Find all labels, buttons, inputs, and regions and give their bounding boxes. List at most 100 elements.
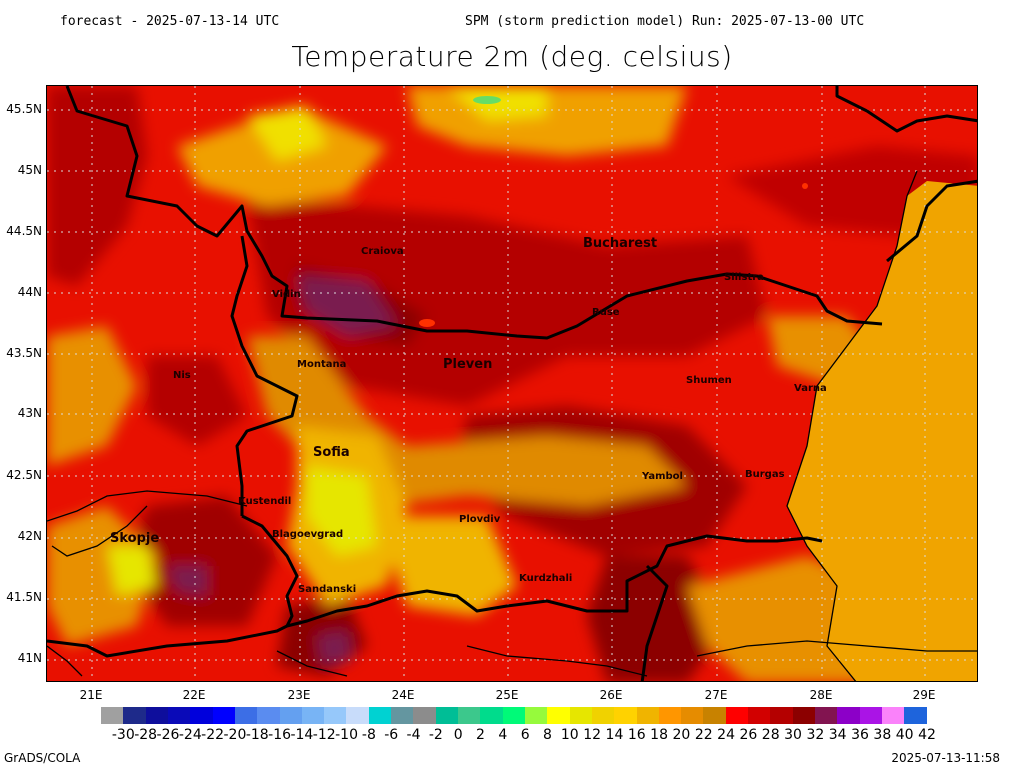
city-label: Plovdiv (459, 514, 501, 525)
city-label: Shumen (686, 375, 732, 386)
color-scale-box (435, 707, 458, 724)
color-scale-label: 34 (828, 727, 847, 743)
color-scale-box (234, 707, 258, 724)
software-credit: GrADS/COLA (4, 751, 81, 765)
color-scale-label: 4 (498, 727, 508, 743)
color-scale-box (524, 707, 548, 724)
color-scale-label: 20 (672, 727, 691, 743)
color-scale-box (725, 707, 749, 724)
color-scale-label: 18 (650, 727, 668, 743)
city-label: Kurdzhali (519, 573, 573, 584)
color-scale-box (748, 707, 771, 724)
color-scale-box (279, 707, 302, 724)
color-scale-label: -18 (245, 727, 269, 743)
color-scale-box (636, 707, 659, 724)
lon-label-26: 26E (599, 688, 623, 702)
color-scale-box (614, 707, 637, 724)
color-scale-bar (101, 707, 927, 724)
city-label: Skopje (110, 531, 160, 546)
color-scale-box (815, 707, 838, 724)
lat-label-43: 43N (17, 406, 42, 420)
coastlines (47, 170, 977, 681)
map-canvas (47, 86, 977, 681)
color-scale-label: 2 (476, 727, 485, 743)
city-label: Nis (173, 370, 191, 381)
lon-label-21: 21E (79, 688, 103, 702)
color-scale-label: 0 (453, 727, 463, 743)
lat-label-43.5: 43.5N (6, 346, 42, 360)
color-scale-label: -12 (312, 727, 336, 743)
black-sea (787, 181, 977, 681)
color-scale-label: -4 (406, 727, 421, 743)
city-label: Sofia (313, 445, 350, 460)
color-scale-box (703, 707, 726, 724)
color-scale-box (881, 707, 905, 724)
lon-label-22: 22E (182, 688, 206, 702)
color-scale-box (190, 707, 213, 724)
generated-timestamp: 2025-07-13-11:58 (891, 751, 1000, 765)
model-run-label: SPM (storm prediction model) Run: 2025-0… (465, 14, 865, 29)
lat-label-44.5: 44.5N (6, 224, 42, 238)
city-label: Sandanski (298, 584, 357, 595)
city-label: Kustendil (238, 496, 292, 507)
color-scale-label: 14 (605, 727, 624, 743)
color-scale-label: -22 (201, 727, 225, 743)
chart-title: Temperature 2m (deg. celsius) (291, 40, 733, 73)
color-scale-label: 8 (543, 727, 552, 743)
color-scale-label: 42 (918, 727, 936, 743)
color-scale-box (301, 707, 325, 724)
color-scale-box (346, 707, 369, 724)
color-scale-label: -28 (134, 727, 158, 743)
lat-label-41.5: 41.5N (6, 590, 42, 604)
city-label: Yambol (642, 471, 683, 482)
lon-label-28: 28E (809, 688, 833, 702)
color-scale-box (681, 707, 704, 724)
color-scale-box (770, 707, 793, 724)
lat-label-42: 42N (17, 529, 42, 543)
color-scale-box (837, 707, 860, 724)
color-scale-labels: -30 -28 -26 -24 -22 -20 -18 -16 -14 -12 -10 -8 -6 -4-… (101, 727, 936, 745)
temperature-map (46, 85, 978, 682)
forecast-time-label: forecast - 2025-07-13-14 UTC (60, 14, 280, 29)
lon-label-29: 29E (912, 688, 936, 702)
color-scale-box (658, 707, 682, 724)
color-scale-label: -30 (111, 727, 135, 743)
color-scale-label: 28 (761, 727, 780, 743)
city-label: Varna (794, 383, 827, 394)
color-scale-box (591, 707, 615, 724)
color-scale-label: 12 (583, 727, 602, 743)
color-scale-label: -24 (178, 727, 202, 743)
color-scale-label: 30 (784, 727, 802, 743)
color-scale-box (792, 707, 815, 724)
color-scale-label: -26 (156, 727, 180, 743)
color-scale-box (904, 707, 927, 724)
color-scale-box (391, 707, 414, 724)
cool-spot (473, 96, 501, 104)
city-label: Bucharest (583, 236, 658, 251)
color-scale-box (569, 707, 592, 724)
color-scale-label: 36 (851, 727, 869, 743)
color-scale-label: 16 (627, 727, 646, 743)
color-scale-box (480, 707, 503, 724)
color-scale-label: 32 (806, 727, 825, 743)
lat-label-41: 41N (17, 651, 42, 665)
lon-label-25: 25E (495, 688, 519, 702)
city-label: Montana (297, 359, 347, 370)
color-scale-label: 38 (873, 727, 892, 743)
graticule (47, 86, 977, 681)
color-scale-label: 6 (520, 727, 530, 743)
color-scale-label: 22 (694, 727, 713, 743)
city-label: Blagoevgrad (272, 529, 344, 540)
city-label: Pleven (443, 357, 493, 372)
city-label: Ruse (592, 307, 620, 318)
country-borders (47, 86, 977, 681)
color-scale-label: -20 (223, 727, 247, 743)
hot-spots (419, 183, 808, 327)
city-label: Silistra (724, 272, 764, 283)
color-scale-label: 40 (895, 727, 914, 743)
color-scale-label: -8 (361, 727, 376, 743)
lon-label-23: 23E (287, 688, 311, 702)
city-label: Craiova (361, 246, 404, 257)
color-scale-box (502, 707, 525, 724)
color-scale-box (123, 707, 146, 724)
